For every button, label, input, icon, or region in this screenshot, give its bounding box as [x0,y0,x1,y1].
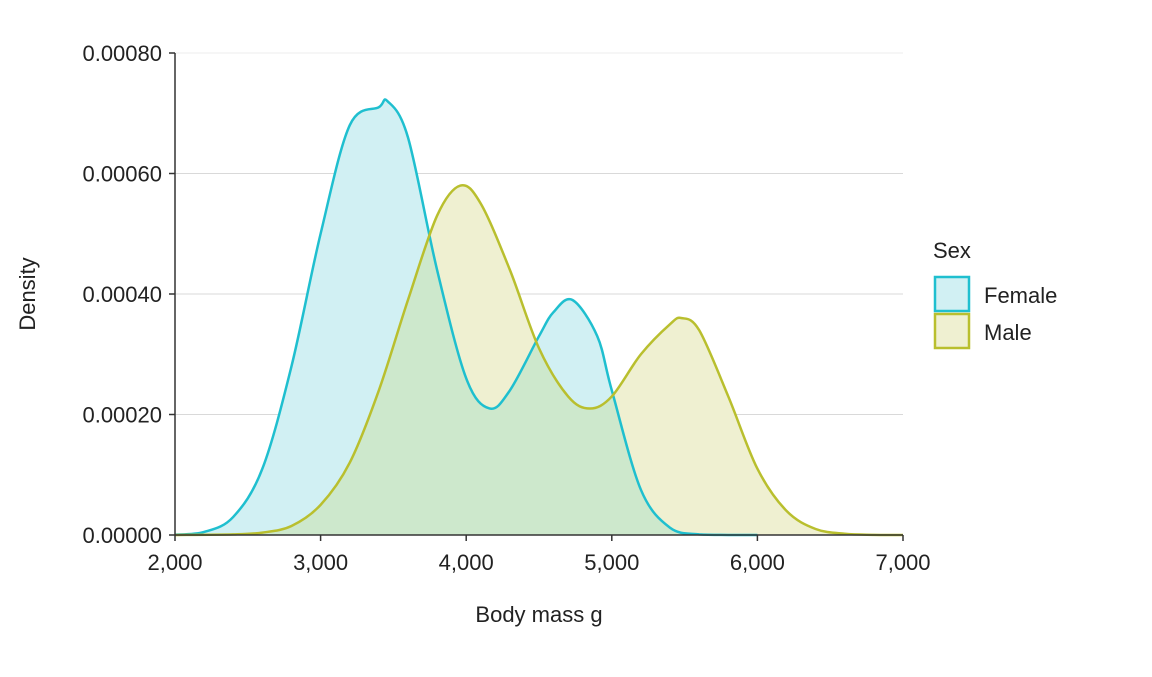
legend-label: Female [984,283,1057,308]
y-tick-label: 0.00080 [82,41,162,66]
x-tick-label: 6,000 [730,550,785,575]
density-areas [175,99,903,536]
x-tick-label: 4,000 [439,550,494,575]
x-tick-label: 7,000 [875,550,930,575]
y-tick-label: 0.00020 [82,403,162,428]
legend: Sex Female Male [933,238,1057,350]
legend-swatch-female [933,275,971,313]
legend-label: Male [984,320,1032,345]
y-tick-label: 0.00040 [82,282,162,307]
density-line-female [174,98,758,537]
x-tick-label: 2,000 [147,550,202,575]
legend-swatch-male [933,312,971,350]
axes: 0.00000 0.00020 0.00040 0.00060 0.00080 2,000… [82,41,930,575]
density-line-male [174,183,904,537]
legend-item-female: Female [933,275,1057,313]
legend-item-male: Male [933,312,1032,350]
y-tick-label: 0.00060 [82,162,162,187]
density-lines [174,98,904,537]
x-axis-title: Body mass g [475,602,602,627]
x-tick-label: 5,000 [584,550,639,575]
legend-title: Sex [933,238,971,263]
y-axis-title: Density [15,257,40,330]
y-tick-label: 0.00000 [82,523,162,548]
x-tick-label: 3,000 [293,550,348,575]
